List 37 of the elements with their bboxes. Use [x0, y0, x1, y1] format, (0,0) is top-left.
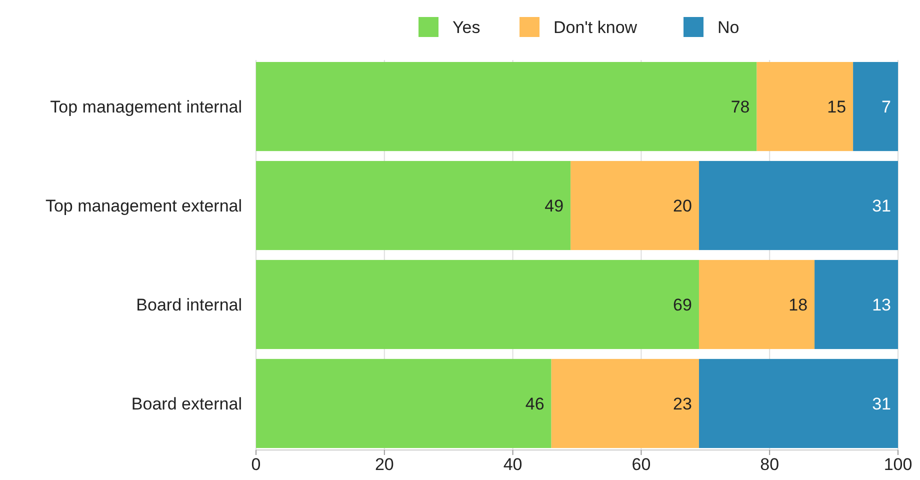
bar: [698, 160, 898, 250]
data-label: 23: [673, 394, 692, 414]
data-label: 78: [730, 97, 750, 116]
bar: [256, 358, 552, 448]
x-tick-label: 40: [503, 455, 522, 474]
bar: [698, 260, 815, 350]
y-tick-label: Top management external: [45, 196, 242, 216]
bar: [256, 160, 571, 250]
legend-label: Yes: [452, 18, 480, 37]
bar: [853, 62, 898, 152]
x-tick-label: 0: [251, 455, 261, 474]
data-label: 31: [872, 196, 891, 216]
bar: [256, 62, 757, 152]
data-label: 49: [544, 196, 564, 216]
data-label: 18: [788, 295, 808, 314]
legend-label: Don't know: [554, 18, 638, 37]
bar: [256, 260, 699, 350]
data-label: 15: [827, 97, 846, 116]
y-tick-label: Board internal: [136, 295, 242, 314]
y-tick-label: Top management internal: [50, 97, 242, 116]
data-label: 20: [673, 196, 692, 216]
data-label: 31: [872, 394, 891, 414]
legend-label: No: [718, 18, 740, 37]
bar: [756, 62, 854, 152]
data-label: 46: [525, 394, 544, 414]
x-tick-label: 60: [632, 455, 651, 474]
data-label: 7: [882, 97, 891, 116]
bar: [570, 160, 699, 250]
bar: [814, 260, 898, 350]
data-label: 69: [673, 295, 692, 314]
x-tick-label: 20: [374, 455, 394, 474]
data-label: 13: [872, 295, 891, 314]
bar: [698, 358, 898, 448]
bar: [551, 358, 699, 448]
x-tick-label: 80: [760, 455, 780, 474]
y-tick-label: Board external: [131, 394, 242, 414]
x-tick-label: 100: [884, 455, 912, 474]
